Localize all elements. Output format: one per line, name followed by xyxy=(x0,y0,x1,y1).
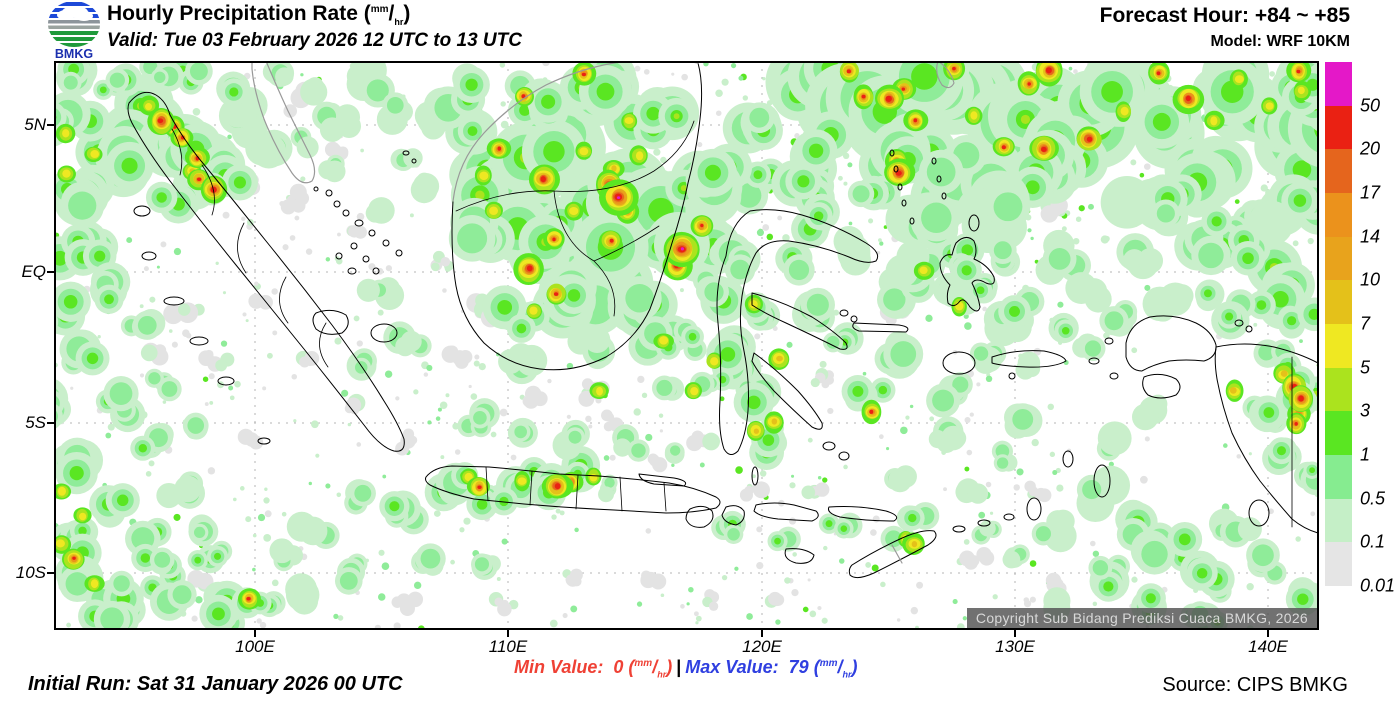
forecast-hour-label: Forecast Hour: +84 ~ +85 xyxy=(1099,4,1350,27)
lat-tick xyxy=(47,572,54,574)
lon-label: 110E xyxy=(488,637,528,656)
min-value-label: Min Value: 0 (mm/hr) xyxy=(514,657,673,680)
lat-label: 10S xyxy=(15,563,46,582)
lon-tick xyxy=(1014,630,1016,637)
logo-text: BMKG xyxy=(55,47,93,60)
legend-value-label: 3 xyxy=(1360,400,1371,421)
legend-value-label: 0.5 xyxy=(1360,488,1386,509)
precipitation-map: Copyright Sub Bidang Prediksi Cuaca BMKG… xyxy=(54,61,1319,630)
model-label: Model: WRF 10KM xyxy=(1210,33,1350,50)
lat-tick xyxy=(47,271,54,273)
lat-label: EQ xyxy=(21,262,46,281)
separator: | xyxy=(676,657,682,677)
legend-value-label: 5 xyxy=(1360,357,1371,378)
legend-value-label: 20 xyxy=(1360,138,1381,159)
legend-color-step xyxy=(1325,280,1352,324)
lon-label: 140E xyxy=(1248,637,1288,656)
legend-color-step xyxy=(1325,236,1352,281)
precipitation-legend: 50 20 17 14 10 7 5 3 1 0.5 0.1 0.01 xyxy=(1325,62,1395,596)
legend-color-step xyxy=(1325,411,1352,455)
legend-value-label: 0.01 xyxy=(1360,575,1396,596)
legend-color-step xyxy=(1325,542,1352,586)
legend-color-step xyxy=(1325,149,1352,193)
bmkg-logo-icon: BMKG xyxy=(44,0,104,61)
title-unit: (mm/hr) xyxy=(363,2,411,28)
legend-value-label: 7 xyxy=(1360,313,1371,334)
legend-value-label: 14 xyxy=(1360,226,1381,247)
min-max-values: Min Value: 0 (mm/hr) | Max Value: 79 (mm/h… xyxy=(514,657,858,680)
legend-value-label: 1 xyxy=(1360,444,1371,465)
map-canvas xyxy=(54,61,1319,630)
initial-run-label: Initial Run: Sat 31 January 2026 00 UTC xyxy=(28,673,403,695)
lon-tick xyxy=(507,630,509,637)
legend-color-step xyxy=(1325,105,1352,150)
hotspot-layer xyxy=(54,61,1314,610)
copyright-label: Copyright Sub Bidang Prediksi Cuaca BMKG… xyxy=(966,608,1317,628)
lon-label: 130E xyxy=(995,637,1035,656)
max-value-label: Max Value: 79 (mm/hr) xyxy=(685,657,858,680)
lat-label: 5N xyxy=(24,115,46,134)
coastline-layer xyxy=(127,61,1319,579)
lon-tick xyxy=(1267,630,1269,637)
lat-tick xyxy=(47,124,54,126)
lat-label: 5S xyxy=(25,413,46,432)
legend-value-label: 0.1 xyxy=(1360,531,1386,552)
lon-tick xyxy=(761,630,763,637)
legend-color-step xyxy=(1325,498,1352,543)
lon-label: 120E xyxy=(742,637,782,656)
legend-color-step xyxy=(1325,367,1352,412)
lon-tick xyxy=(254,630,256,637)
legend-color-step xyxy=(1325,324,1352,368)
legend-value-label: 17 xyxy=(1360,182,1381,203)
legend-value-label: 10 xyxy=(1360,269,1381,290)
source-label: Source: CIPS BMKG xyxy=(1162,674,1348,696)
legend-color-step xyxy=(1325,62,1352,106)
lon-label: 100E xyxy=(235,637,275,656)
valid-time-label: Valid: Tue 03 February 2026 12 UTC to 13… xyxy=(107,30,522,51)
legend-color-step xyxy=(1325,455,1352,499)
legend-value-label: 50 xyxy=(1360,95,1381,116)
legend-color-step xyxy=(1325,193,1352,237)
lat-tick xyxy=(47,422,54,424)
page-title: Hourly Precipitation Rate (mm/hr) xyxy=(107,2,411,28)
